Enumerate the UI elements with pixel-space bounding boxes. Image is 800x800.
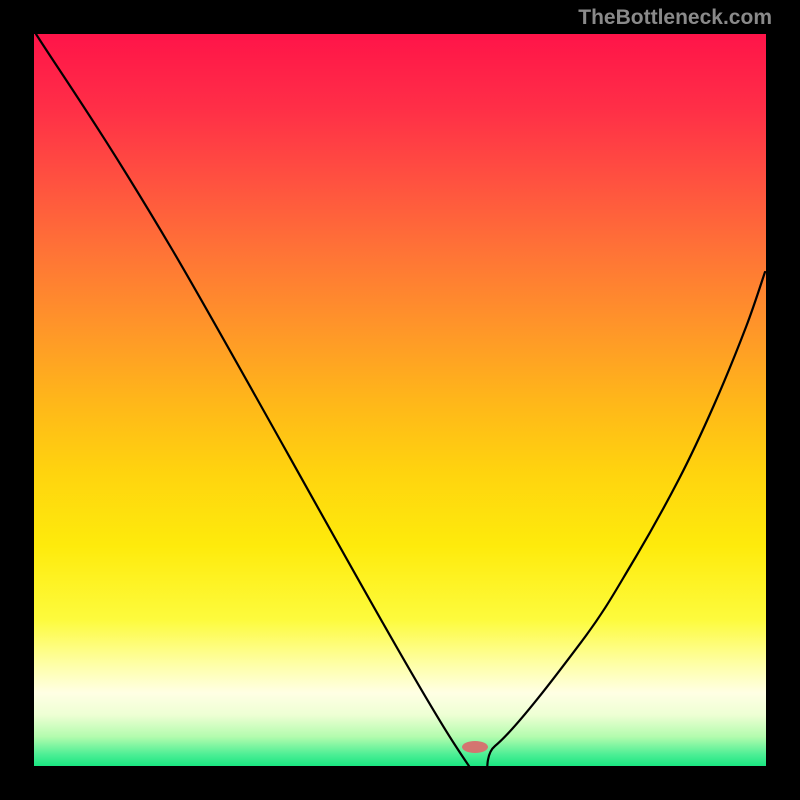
gradient-background bbox=[34, 34, 766, 766]
chart-container: TheBottleneck.com bbox=[0, 0, 800, 800]
optimal-marker bbox=[460, 739, 490, 755]
plot-svg bbox=[34, 34, 766, 766]
optimal-point-marker bbox=[462, 741, 488, 753]
plot-area bbox=[34, 34, 766, 766]
watermark-text: TheBottleneck.com bbox=[578, 6, 772, 30]
